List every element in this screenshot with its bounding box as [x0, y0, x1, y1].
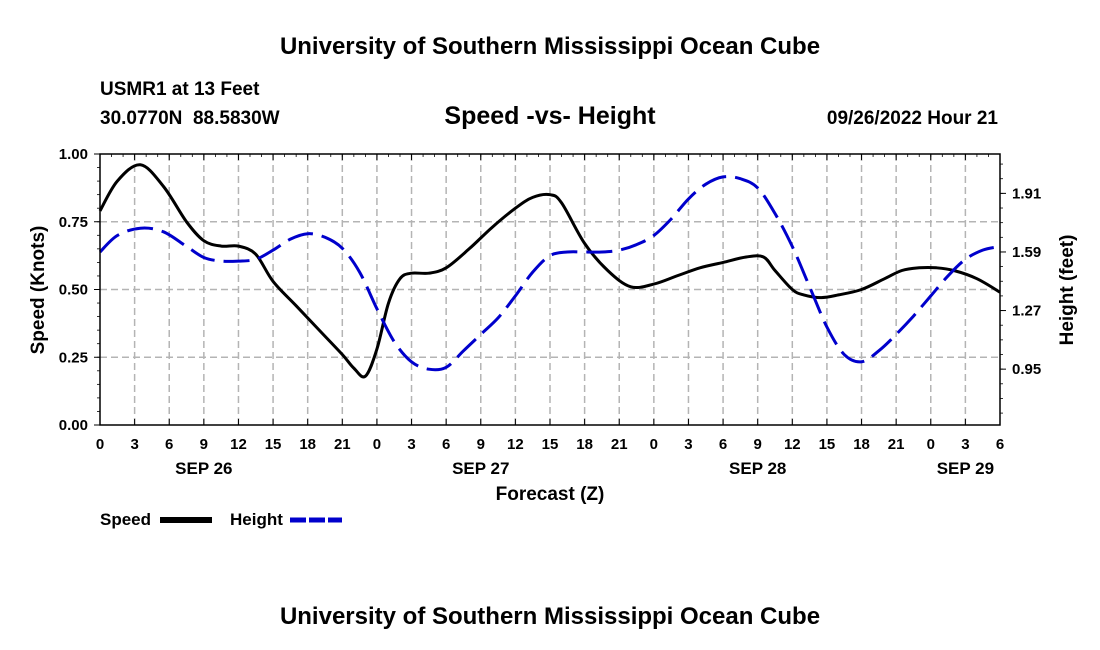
height-series-line — [98, 175, 1001, 372]
y-axis-tick-labels: 0.00 0.25 0.50 0.75 1.00 — [59, 146, 88, 434]
y2-axis-tick-labels: 0.95 1.27 1.59 1.91 — [1012, 185, 1041, 378]
x-tick-label: 0 — [96, 436, 104, 453]
footer-title: University of Southern Mississippi Ocean… — [280, 603, 820, 630]
date-label: SEP 26 — [175, 459, 232, 478]
x-tick-label: 15 — [542, 436, 559, 453]
x-tick-label: 21 — [888, 436, 905, 453]
x-tick-label: 6 — [996, 436, 1004, 453]
y2-tick-label: 1.59 — [1012, 244, 1041, 261]
legend-speed-label: Speed — [100, 510, 151, 529]
y-axis-title: Speed (Knots) — [28, 226, 49, 355]
data-series — [98, 163, 1001, 379]
x-tick-label: 0 — [650, 436, 658, 453]
date-label: SEP 29 — [937, 459, 994, 478]
x-tick-label: 21 — [334, 436, 351, 453]
chart-subtitle: Speed -vs- Height — [444, 102, 656, 130]
x-tick-label: 3 — [961, 436, 969, 453]
y-tick-label: 0.00 — [59, 417, 88, 434]
forecast-datetime: 09/26/2022 Hour 21 — [827, 108, 999, 129]
x-tick-label: 3 — [684, 436, 692, 453]
x-axis-tick-labels: 0 3 6 9 12 15 18 21 0 3 6 9 12 15 18 21 0 3 6 9 12 15 18 21 0 3 6 — [96, 436, 1004, 453]
y-tick-label: 1.00 — [59, 146, 88, 163]
x-tick-label: 6 — [719, 436, 727, 453]
x-tick-label: 18 — [576, 436, 593, 453]
y2-tick-label: 1.27 — [1012, 303, 1041, 320]
y2-tick-label: 1.91 — [1012, 185, 1041, 202]
legend-height-label: Height — [230, 510, 283, 529]
x-tick-label: 3 — [130, 436, 138, 453]
x-tick-label: 18 — [853, 436, 870, 453]
x-tick-label: 3 — [407, 436, 415, 453]
y2-tick-label: 0.95 — [1012, 361, 1041, 378]
x-tick-label: 9 — [200, 436, 208, 453]
date-label: SEP 28 — [729, 459, 786, 478]
date-labels: SEP 26 SEP 27 SEP 28 SEP 29 — [175, 459, 994, 478]
x-tick-label: 0 — [927, 436, 935, 453]
y2-axis-title: Height (feet) — [1057, 235, 1078, 346]
speed-series-line — [98, 163, 1001, 379]
x-tick-label: 9 — [477, 436, 485, 453]
plot-frame — [99, 153, 1001, 426]
y-tick-label: 0.50 — [59, 282, 88, 299]
x-tick-label: 6 — [442, 436, 450, 453]
station-coordinates: 30.0770N 88.5830W — [100, 108, 280, 129]
y-tick-label: 0.75 — [59, 214, 88, 231]
x-tick-label: 12 — [784, 436, 801, 453]
x-tick-label: 9 — [754, 436, 762, 453]
x-axis-title: Forecast (Z) — [496, 484, 605, 505]
x-tick-label: 18 — [299, 436, 316, 453]
x-tick-label: 15 — [265, 436, 282, 453]
x-tick-label: 21 — [611, 436, 628, 453]
main-title: University of Southern Mississippi Ocean… — [280, 33, 820, 60]
x-tick-label: 12 — [230, 436, 247, 453]
x-tick-label: 0 — [373, 436, 381, 453]
x-tick-label: 12 — [507, 436, 524, 453]
station-label: USMR1 at 13 Feet — [100, 79, 260, 100]
y-tick-label: 0.25 — [59, 349, 88, 366]
x-tick-label: 15 — [819, 436, 836, 453]
x-tick-label: 6 — [165, 436, 173, 453]
date-label: SEP 27 — [452, 459, 509, 478]
legend: Speed Height — [100, 510, 342, 529]
